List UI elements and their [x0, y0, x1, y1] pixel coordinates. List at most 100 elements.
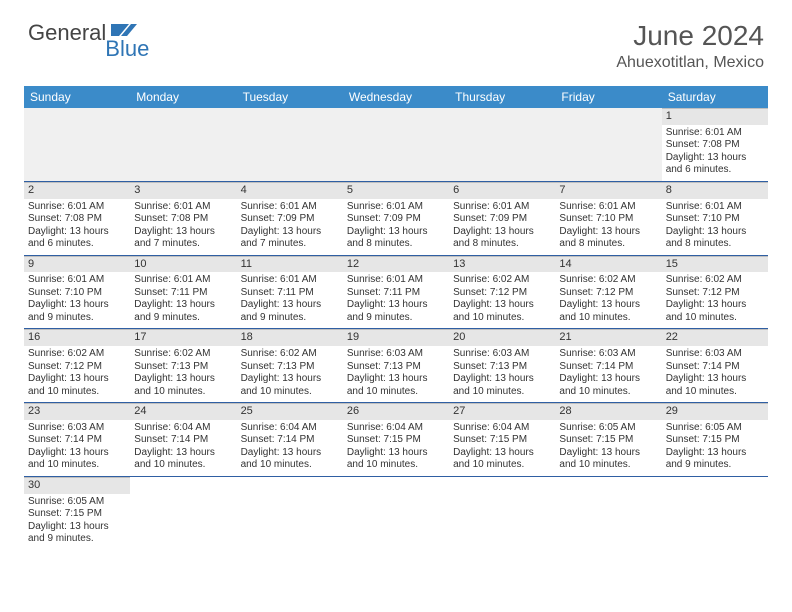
calendar-cell: 25Sunrise: 6:04 AMSunset: 7:14 PMDayligh… — [237, 403, 343, 477]
day-number: 17 — [130, 329, 236, 346]
daylight-text: and 7 minutes. — [241, 238, 339, 251]
sunset-text: Sunset: 7:15 PM — [666, 434, 764, 447]
day-number: 21 — [555, 329, 661, 346]
day-number: 24 — [130, 403, 236, 420]
day-number: 12 — [343, 256, 449, 273]
weekday-header: Saturday — [662, 86, 768, 108]
calendar-cell: 30Sunrise: 6:05 AMSunset: 7:15 PMDayligh… — [24, 476, 130, 549]
daylight-text: Daylight: 13 hours — [134, 226, 232, 239]
daylight-text: and 10 minutes. — [347, 386, 445, 399]
day-content: Sunrise: 6:04 AMSunset: 7:14 PMDaylight:… — [237, 420, 343, 476]
daylight-text: Daylight: 13 hours — [28, 226, 126, 239]
sunset-text: Sunset: 7:11 PM — [134, 287, 232, 300]
sunrise-text: Sunrise: 6:01 AM — [241, 201, 339, 214]
calendar-week-row: 2Sunrise: 6:01 AMSunset: 7:08 PMDaylight… — [24, 181, 768, 255]
sunset-text: Sunset: 7:14 PM — [241, 434, 339, 447]
day-content: Sunrise: 6:02 AMSunset: 7:12 PMDaylight:… — [449, 272, 555, 328]
sunset-text: Sunset: 7:11 PM — [241, 287, 339, 300]
sunrise-text: Sunrise: 6:01 AM — [347, 274, 445, 287]
sunset-text: Sunset: 7:11 PM — [347, 287, 445, 300]
day-number: 8 — [662, 182, 768, 199]
daylight-text: Daylight: 13 hours — [453, 226, 551, 239]
day-content: Sunrise: 6:01 AMSunset: 7:10 PMDaylight:… — [662, 199, 768, 255]
daylight-text: and 6 minutes. — [666, 164, 764, 177]
sunset-text: Sunset: 7:14 PM — [28, 434, 126, 447]
sunset-text: Sunset: 7:12 PM — [28, 361, 126, 374]
day-content: Sunrise: 6:05 AMSunset: 7:15 PMDaylight:… — [24, 494, 130, 550]
calendar-cell: 11Sunrise: 6:01 AMSunset: 7:11 PMDayligh… — [237, 255, 343, 329]
day-number: 19 — [343, 329, 449, 346]
daylight-text: and 8 minutes. — [559, 238, 657, 251]
weekday-header: Tuesday — [237, 86, 343, 108]
day-content: Sunrise: 6:03 AMSunset: 7:13 PMDaylight:… — [343, 346, 449, 402]
sunset-text: Sunset: 7:13 PM — [134, 361, 232, 374]
sunset-text: Sunset: 7:09 PM — [241, 213, 339, 226]
calendar-cell: 8Sunrise: 6:01 AMSunset: 7:10 PMDaylight… — [662, 181, 768, 255]
daylight-text: and 10 minutes. — [134, 386, 232, 399]
daylight-text: and 10 minutes. — [347, 459, 445, 472]
weekday-header: Sunday — [24, 86, 130, 108]
sunset-text: Sunset: 7:08 PM — [28, 213, 126, 226]
day-content: Sunrise: 6:01 AMSunset: 7:08 PMDaylight:… — [662, 125, 768, 181]
day-content: Sunrise: 6:03 AMSunset: 7:13 PMDaylight:… — [449, 346, 555, 402]
sunrise-text: Sunrise: 6:01 AM — [28, 274, 126, 287]
sunrise-text: Sunrise: 6:01 AM — [134, 274, 232, 287]
daylight-text: Daylight: 13 hours — [134, 373, 232, 386]
calendar-cell: 22Sunrise: 6:03 AMSunset: 7:14 PMDayligh… — [662, 329, 768, 403]
day-number: 15 — [662, 256, 768, 273]
page-title: June 2024 — [616, 20, 764, 52]
day-content: Sunrise: 6:01 AMSunset: 7:11 PMDaylight:… — [343, 272, 449, 328]
daylight-text: and 9 minutes. — [347, 312, 445, 325]
daylight-text: and 10 minutes. — [241, 386, 339, 399]
sunset-text: Sunset: 7:10 PM — [559, 213, 657, 226]
title-block: June 2024 Ahuexotitlan, Mexico — [616, 20, 764, 72]
day-content: Sunrise: 6:01 AMSunset: 7:08 PMDaylight:… — [24, 199, 130, 255]
sunset-text: Sunset: 7:13 PM — [347, 361, 445, 374]
daylight-text: Daylight: 13 hours — [347, 373, 445, 386]
logo-text-general: General — [28, 20, 106, 46]
calendar-cell — [130, 476, 236, 549]
sunset-text: Sunset: 7:13 PM — [453, 361, 551, 374]
daylight-text: and 10 minutes. — [559, 386, 657, 399]
sunrise-text: Sunrise: 6:01 AM — [666, 201, 764, 214]
daylight-text: Daylight: 13 hours — [241, 373, 339, 386]
day-number: 18 — [237, 329, 343, 346]
weekday-header: Friday — [555, 86, 661, 108]
calendar-cell — [343, 108, 449, 181]
calendar-cell: 19Sunrise: 6:03 AMSunset: 7:13 PMDayligh… — [343, 329, 449, 403]
day-number: 27 — [449, 403, 555, 420]
sunset-text: Sunset: 7:15 PM — [453, 434, 551, 447]
daylight-text: Daylight: 13 hours — [28, 299, 126, 312]
calendar-cell: 9Sunrise: 6:01 AMSunset: 7:10 PMDaylight… — [24, 255, 130, 329]
day-content: Sunrise: 6:01 AMSunset: 7:09 PMDaylight:… — [343, 199, 449, 255]
day-content: Sunrise: 6:02 AMSunset: 7:12 PMDaylight:… — [555, 272, 661, 328]
sunset-text: Sunset: 7:12 PM — [453, 287, 551, 300]
calendar-cell: 21Sunrise: 6:03 AMSunset: 7:14 PMDayligh… — [555, 329, 661, 403]
sunrise-text: Sunrise: 6:04 AM — [134, 422, 232, 435]
daylight-text: Daylight: 13 hours — [134, 299, 232, 312]
calendar-cell: 1Sunrise: 6:01 AMSunset: 7:08 PMDaylight… — [662, 108, 768, 181]
sunrise-text: Sunrise: 6:02 AM — [666, 274, 764, 287]
calendar-cell: 6Sunrise: 6:01 AMSunset: 7:09 PMDaylight… — [449, 181, 555, 255]
daylight-text: Daylight: 13 hours — [559, 373, 657, 386]
weekday-header: Wednesday — [343, 86, 449, 108]
daylight-text: and 8 minutes. — [453, 238, 551, 251]
calendar-cell — [343, 476, 449, 549]
daylight-text: Daylight: 13 hours — [559, 299, 657, 312]
day-number: 30 — [24, 477, 130, 494]
logo: General Blue — [28, 20, 185, 46]
calendar-cell: 16Sunrise: 6:02 AMSunset: 7:12 PMDayligh… — [24, 329, 130, 403]
sunset-text: Sunset: 7:14 PM — [666, 361, 764, 374]
calendar-cell — [24, 108, 130, 181]
calendar-cell: 14Sunrise: 6:02 AMSunset: 7:12 PMDayligh… — [555, 255, 661, 329]
day-number: 7 — [555, 182, 661, 199]
sunset-text: Sunset: 7:14 PM — [134, 434, 232, 447]
sunset-text: Sunset: 7:14 PM — [559, 361, 657, 374]
day-content: Sunrise: 6:05 AMSunset: 7:15 PMDaylight:… — [662, 420, 768, 476]
sunrise-text: Sunrise: 6:01 AM — [241, 274, 339, 287]
day-content: Sunrise: 6:03 AMSunset: 7:14 PMDaylight:… — [555, 346, 661, 402]
weekday-header-row: Sunday Monday Tuesday Wednesday Thursday… — [24, 86, 768, 108]
sunrise-text: Sunrise: 6:02 AM — [453, 274, 551, 287]
sunrise-text: Sunrise: 6:01 AM — [28, 201, 126, 214]
calendar-cell: 23Sunrise: 6:03 AMSunset: 7:14 PMDayligh… — [24, 403, 130, 477]
